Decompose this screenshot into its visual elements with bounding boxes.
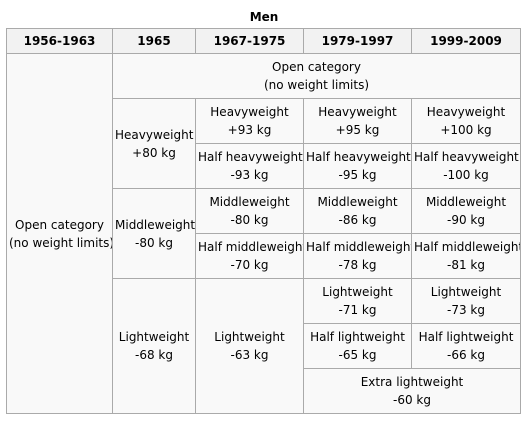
cell-line: (no weight limits) [9,235,113,250]
cell-line: Middleweight [317,195,398,209]
cell-line: Heavyweight [318,105,397,119]
cell-line: +80 kg [132,145,176,160]
cell-line: -95 kg [338,168,377,182]
table-row: Extra lightweight -60 kg [7,368,521,414]
cell-half-middleweight-1999: Half middleweight -81 kg [411,233,521,279]
cell-line: Middleweight [209,195,290,209]
cell-heavyweight-1965: Heavyweight +80 kg [112,98,196,189]
cell-open-category-span: Open category (no weight limits) [112,53,521,99]
cell-heavyweight-1979: Heavyweight +95 kg [303,98,412,144]
cell-line: -90 kg [447,213,485,227]
table-row: Half lightweight -65 kg Half lightweight… [7,323,521,369]
table-caption: Men [249,10,279,24]
cell-line: -60 kg [393,393,431,407]
cell-line: -73 kg [447,303,485,317]
cell-middleweight-1979: Middleweight -86 kg [303,188,412,234]
cell-line: (no weight limits) [263,78,370,92]
cell-lightweight-1965: Lightweight -68 kg [112,278,196,414]
cell-line: Open category [15,217,104,232]
table-row: Half middleweight -70 kg Half middleweig… [7,233,521,279]
header-1967-1975: 1967-1975 [195,28,304,54]
cell-half-middleweight-1979: Half middleweight -78 kg [303,233,412,279]
cell-line: -66 kg [447,348,485,362]
cell-half-heavyweight-1967: Half heavyweight -93 kg [195,143,304,189]
header-row: 1956-1963 1965 1967-1975 1979-1997 1999-… [6,28,521,54]
cell-line: Half heavyweight [198,150,303,164]
cell-line: Half heavyweight [306,150,411,164]
cell-line: +100 kg [440,123,492,137]
cell-line: +95 kg [335,123,380,137]
cell-open-category-1956: Open category (no weight limits) [6,53,113,414]
cell-heavyweight-1967: Heavyweight +93 kg [195,98,304,144]
cell-line: Middleweight [115,217,196,232]
cell-line: Half middleweight [198,240,304,254]
cell-line: -65 kg [338,348,377,362]
cell-line: -93 kg [230,168,269,182]
cell-line: -63 kg [230,348,269,362]
cell-line: Half lightweight [310,330,405,344]
cell-line: Lightweight [214,330,285,344]
cell-line: Heavyweight [210,105,289,119]
cell-line: Half lightweight [418,330,514,344]
cell-half-middleweight-1967: Half middleweight -70 kg [195,233,304,279]
cell-extra-lightweight: Extra lightweight -60 kg [303,368,521,414]
cell-line: +93 kg [227,123,272,137]
cell-half-heavyweight-1979: Half heavyweight -95 kg [303,143,412,189]
cell-line: -78 kg [338,258,377,272]
header-1979-1997: 1979-1997 [303,28,412,54]
cell-line: -71 kg [338,303,377,317]
cell-line: Half middleweight [306,240,412,254]
cell-line: -70 kg [230,258,269,272]
cell-line: Middleweight [425,195,507,209]
cell-half-lightweight-1979: Half lightweight -65 kg [303,323,412,369]
cell-line: -100 kg [443,168,489,182]
table-row: Middleweight -80 kg Middleweight -80 kg … [7,188,521,279]
cell-middleweight-1965: Middleweight -80 kg [112,188,196,279]
cell-line: Half heavyweight [414,150,519,164]
cell-lightweight-1999: Lightweight -73 kg [411,278,521,324]
cell-middleweight-1999: Middleweight -90 kg [411,188,521,234]
cell-line: -68 kg [135,348,173,362]
cell-line: Open category [272,60,361,74]
cell-line: Half middleweight [414,240,521,254]
header-1965: 1965 [112,28,196,54]
cell-line: Heavyweight [115,127,194,142]
header-1999-2009: 1999-2009 [411,28,521,54]
cell-middleweight-1967: Middleweight -80 kg [195,188,304,234]
cell-heavyweight-1999: Heavyweight +100 kg [411,98,521,144]
cell-line: Lightweight [322,285,393,299]
cell-lightweight-1979: Lightweight -71 kg [303,278,412,324]
table-row: Lightweight -68 kg Lightweight -63 kg Li… [7,278,521,414]
cell-line: -80 kg [230,213,269,227]
cell-lightweight-1967: Lightweight -63 kg [195,278,304,414]
table-row: Open category (no weight limits) Open ca… [6,53,521,414]
header-1956-1963: 1956-1963 [6,28,113,54]
cell-half-lightweight-1999: Half lightweight -66 kg [411,323,521,369]
cell-half-heavyweight-1999: Half heavyweight -100 kg [411,143,521,189]
cell-line: Heavyweight [426,105,506,119]
cell-line: -80 kg [135,235,173,250]
cell-line: -81 kg [447,258,485,272]
cell-line: Lightweight [118,330,190,344]
cell-line: Lightweight [430,285,502,299]
cell-line: -86 kg [338,213,377,227]
weight-class-table: 1956-1963 1965 1967-1975 1979-1997 1999-… [6,28,521,414]
cell-line: Extra lightweight [360,375,464,389]
table-row: Heavyweight +80 kg Heavyweight +93 kg He… [7,98,521,189]
